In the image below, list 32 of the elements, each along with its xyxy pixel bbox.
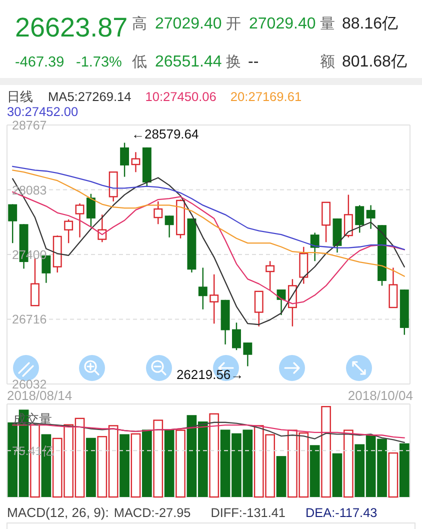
- text: 30:27452.00: [7, 104, 78, 119]
- y-tick-label: 26716: [12, 312, 47, 327]
- text: 换: [226, 54, 241, 71]
- text: -1.73%: [76, 54, 122, 71]
- text: 高: [132, 16, 147, 32]
- text: 量: [320, 16, 335, 32]
- text: 27029.40: [155, 16, 222, 32]
- text: 2018/10/04: [348, 388, 413, 403]
- text: 额: [320, 54, 335, 71]
- text: 低: [132, 54, 147, 71]
- line-series: [12, 170, 405, 277]
- text: 10:27450.06: [145, 89, 216, 104]
- text: 20:27169.61: [230, 89, 302, 104]
- line-series: [12, 177, 405, 326]
- text: 26551.44: [155, 54, 222, 71]
- text: 88.16亿: [342, 16, 398, 32]
- text: 26623.87: [15, 12, 128, 42]
- text: 27029.40: [249, 16, 316, 32]
- y-tick-label: 28767: [12, 118, 47, 132]
- legend-label: MACD:-27.95: [114, 506, 191, 520]
- text: --: [248, 54, 259, 71]
- legend-label: DIFF:-131.41: [210, 506, 286, 520]
- legend-label: DEA:-117.43: [305, 506, 378, 520]
- line-series: [12, 166, 405, 250]
- legend-title: MACD(12, 26, 9):: [7, 505, 109, 520]
- text: 开: [226, 16, 241, 32]
- annotation: 26219.56→: [176, 367, 244, 382]
- annotation: ←28579.64: [132, 126, 199, 142]
- text: MA5:27269.14: [48, 89, 132, 104]
- legend-title: 日线: [7, 89, 33, 104]
- text: -467.39: [15, 54, 64, 71]
- text: 801.68亿: [342, 54, 407, 71]
